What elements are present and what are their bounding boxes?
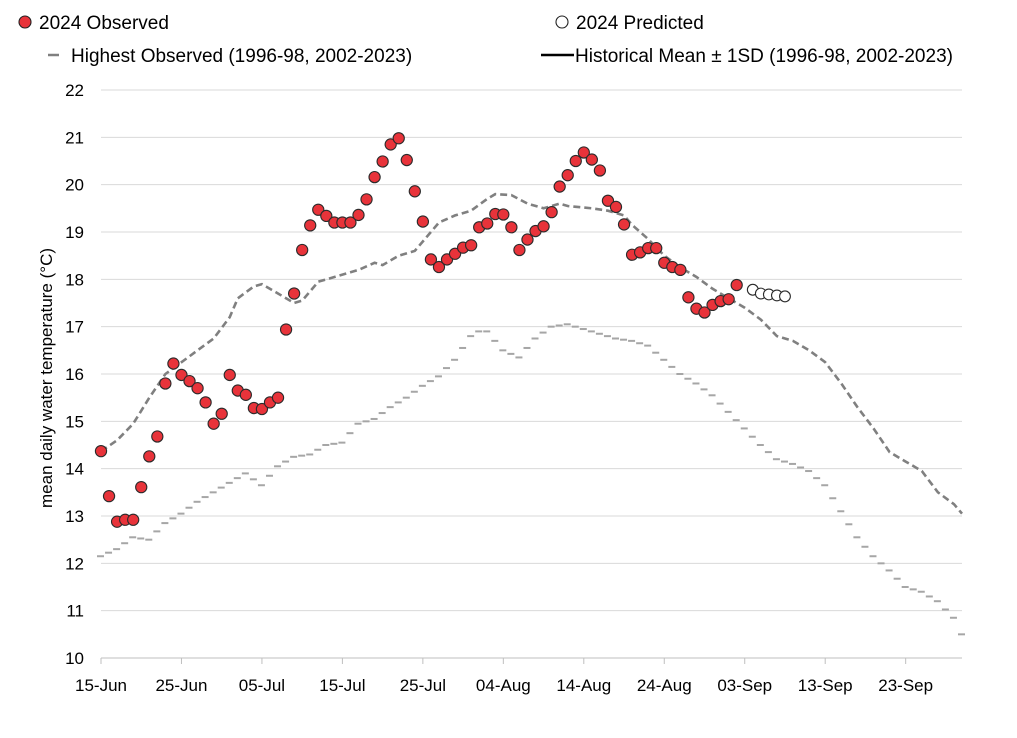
y-tick-label: 20 [65, 176, 84, 195]
observed-point [481, 217, 494, 230]
observed-point [722, 293, 735, 306]
observed-point [650, 241, 663, 255]
reference-lines [97, 192, 965, 636]
y-tick-label: 15 [65, 412, 84, 431]
observed-point [569, 154, 582, 168]
y-axis-label: mean daily water temperature (°C) [37, 248, 56, 508]
y-tick-label: 13 [65, 507, 84, 526]
observed-point [497, 208, 510, 221]
x-tick-label: 24-Aug [637, 676, 692, 695]
legend-predicted-label: 2024 Predicted [576, 13, 704, 34]
observed-point [167, 357, 180, 370]
observed-point [730, 278, 743, 292]
observed-point [553, 180, 566, 193]
observed-point [199, 396, 212, 409]
observed-point [376, 155, 389, 168]
y-tick-label: 11 [66, 602, 84, 621]
observed-point [368, 170, 381, 184]
observed-point [143, 450, 156, 463]
observed-point [601, 194, 615, 207]
x-tick-label: 04-Aug [476, 676, 531, 695]
observed-point [577, 146, 590, 159]
y-tick-label: 12 [65, 554, 84, 573]
y-tick-labels: 10 11 12 13 14 15 16 17 18 19 20 21 22 [65, 81, 84, 668]
observed-point [585, 153, 599, 166]
observed-point [151, 430, 164, 443]
observed-point [344, 216, 357, 229]
legend-highest-label: Highest Observed (1996-98, 2002-2023) [71, 46, 412, 67]
observed-point [223, 368, 236, 382]
x-tick-label: 13-Sep [798, 676, 853, 695]
legend-mean-label: Historical Mean ± 1SD (1996-98, 2002-202… [575, 46, 953, 67]
observed-point [127, 513, 140, 526]
observed-point [287, 287, 301, 300]
observed-point [392, 132, 405, 145]
observed-point [279, 323, 293, 336]
observed-point [312, 203, 325, 216]
observed-point [159, 377, 172, 390]
legend-observed-label: 2024 Observed [39, 13, 169, 34]
observed-point [296, 243, 309, 257]
observed-point [537, 220, 550, 233]
x-tick-label: 15-Jul [319, 676, 365, 695]
observed-point [545, 205, 558, 219]
observed-point [135, 480, 148, 494]
y-tick-label: 14 [65, 460, 84, 479]
observed-point [360, 193, 373, 206]
y-tick-label: 19 [65, 223, 84, 242]
observed-point [561, 169, 574, 182]
observed-point [191, 382, 204, 395]
x-tick-label: 23-Sep [878, 676, 933, 695]
observed-point [352, 208, 365, 222]
x-tick-label: 25-Jul [400, 676, 446, 695]
y-tick-label: 10 [65, 649, 84, 668]
observed-point [102, 489, 116, 503]
observed-point [239, 388, 252, 401]
observed-point [609, 200, 623, 214]
legend-observed-marker [18, 15, 32, 29]
observed-point [255, 402, 269, 416]
gridlines [101, 89, 962, 612]
y-tick-label: 21 [65, 128, 84, 147]
observed-point [521, 233, 534, 246]
observed-point [513, 243, 526, 257]
x-tick-label: 15-Jun [75, 676, 127, 695]
observed-point [682, 291, 695, 304]
observed-point [448, 247, 462, 260]
observed-point [271, 391, 285, 404]
x-tick-labels: 15-Jun 25-Jun 05-Jul 15-Jul 25-Jul 04-Aug 14-A… [75, 658, 933, 695]
x-tick-label: 14-Aug [556, 676, 611, 695]
legend: 2024 Observed 2024 Predicted Highest Obs… [18, 13, 953, 67]
observed-point [207, 417, 220, 430]
observed-point [304, 219, 317, 232]
observed-point [617, 218, 631, 231]
observed-point [464, 239, 478, 252]
observed-point [183, 374, 196, 388]
observed-point [416, 215, 430, 228]
y-tick-label: 16 [65, 365, 84, 384]
observed-point [94, 445, 108, 458]
observed-point [505, 221, 518, 234]
observed-point [432, 260, 446, 274]
x-tick-label: 03-Sep [717, 676, 772, 695]
observed-point [400, 153, 413, 167]
observed-point [698, 306, 711, 319]
observed-point [424, 253, 438, 266]
legend-predicted-marker [555, 15, 569, 29]
y-tick-label: 22 [65, 81, 84, 100]
y-tick-label: 17 [65, 318, 84, 337]
observed-point [320, 209, 333, 223]
x-tick-label: 25-Jun [155, 676, 207, 695]
observed-point [175, 368, 188, 382]
data-points [94, 132, 791, 528]
predicted-point [779, 290, 791, 303]
observed-point [215, 407, 228, 420]
observed-point [674, 263, 687, 277]
x-tick-label: 05-Jul [239, 676, 285, 695]
observed-point [408, 185, 421, 198]
y-tick-label: 18 [65, 270, 84, 289]
observed-point [593, 164, 607, 177]
observed-point [384, 138, 397, 151]
